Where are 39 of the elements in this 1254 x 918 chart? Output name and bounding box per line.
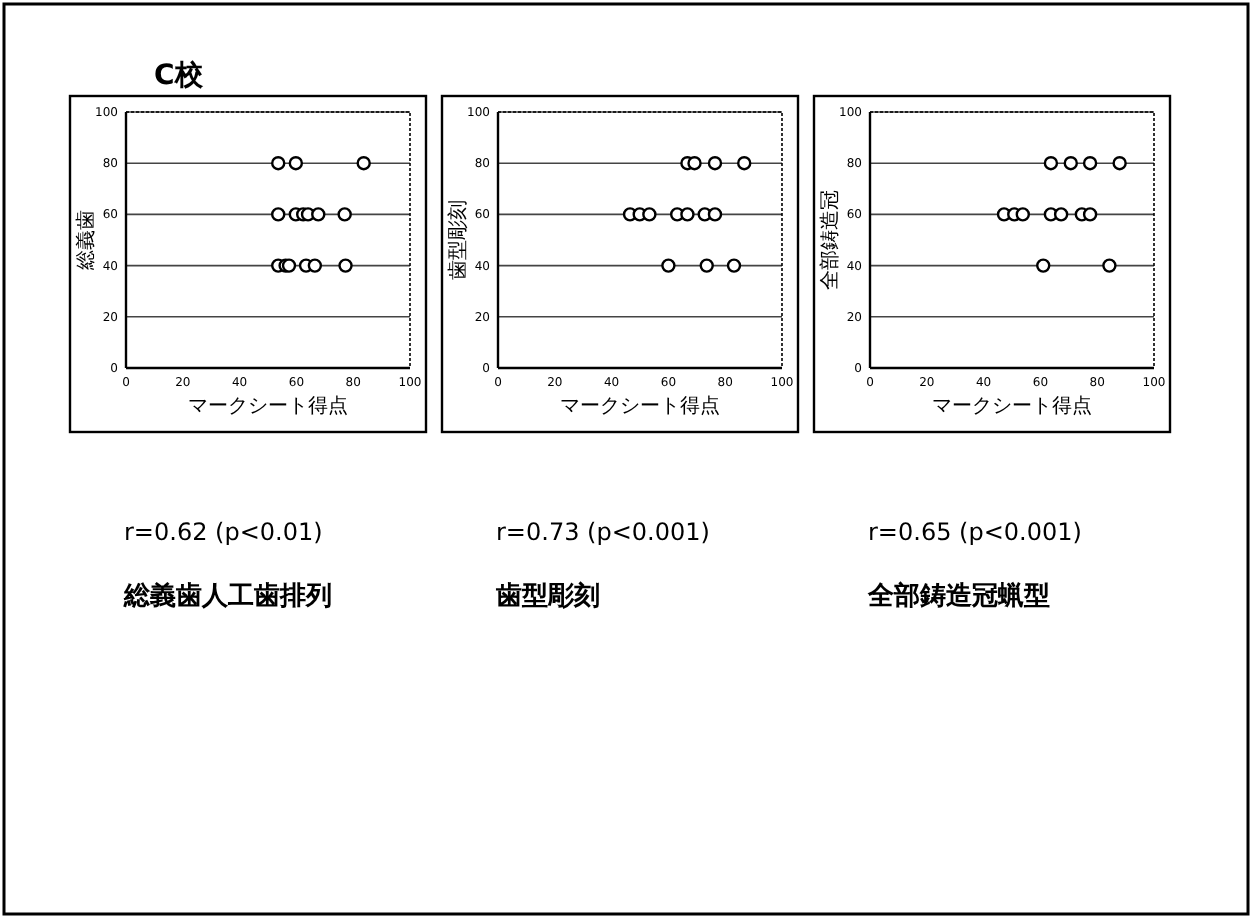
point [707,156,723,171]
point [337,207,352,222]
point [1053,207,1069,222]
point [271,207,286,222]
point [1015,207,1030,222]
point [680,207,695,222]
chart-title: C校 [154,60,205,92]
point [1082,156,1098,171]
text: r=0.65 (p<0.001) [868,518,1082,546]
point [288,156,304,171]
x-axis-title: マークシート得点 [932,394,1092,418]
point [699,258,714,273]
point [271,156,286,171]
text: 全部鋳造冠蝋型 [866,580,1050,612]
y-axis-title: 総義歯 [74,210,98,272]
point [642,207,657,222]
text: r=0.73 (p<0.001) [496,518,710,546]
point [307,258,323,273]
point [1082,207,1098,222]
x-axis-title: マークシート得点 [560,394,720,418]
point [1043,156,1059,171]
point [356,156,371,171]
point [687,156,702,171]
point [707,207,723,222]
point [338,258,353,273]
point [737,156,752,171]
point [1112,156,1127,171]
text: r=0.62 (p<0.01) [124,518,323,546]
point [1036,258,1051,273]
text: 総義歯人工歯排列 [122,580,332,612]
point [726,258,742,273]
point [1102,258,1117,273]
point [1063,156,1078,171]
y-axis-title: 全部鋳造冠 [818,190,842,290]
y-axis-title: 歯型彫刻 [446,200,470,280]
point [311,207,326,222]
x-axis-title: マークシート得点 [188,394,348,418]
text: 歯型彫刻 [494,580,600,612]
point [661,258,676,273]
